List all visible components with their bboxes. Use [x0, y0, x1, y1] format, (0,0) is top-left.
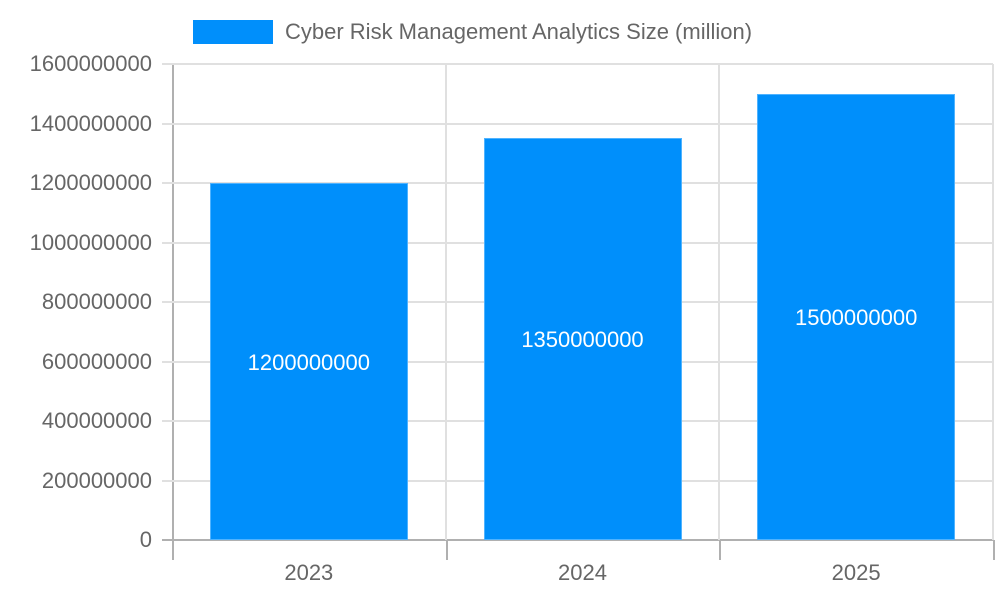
bar-2024[interactable]: 1350000000 — [483, 138, 682, 540]
y-tick-label: 400000000 — [41, 408, 152, 433]
bar-value-label: 1200000000 — [247, 349, 370, 375]
h-gridline — [162, 63, 993, 65]
y-tick-label: 800000000 — [41, 289, 152, 314]
x-tick-mark — [445, 540, 448, 560]
x-tick-label: 2025 — [831, 560, 881, 585]
v-gridline — [718, 64, 721, 540]
h-gridline — [162, 122, 993, 125]
y-tick-label: 200000000 — [41, 467, 152, 493]
y-tick-label: 1400000000 — [29, 110, 152, 136]
y-tick-label: 600000000 — [41, 348, 152, 374]
legend-label: Cyber Risk Management Analytics Size (mi… — [285, 19, 753, 44]
y-axis-line — [172, 64, 174, 560]
y-tick-label: 1000000000 — [29, 229, 152, 255]
y-tick-label: 1600000000 — [29, 51, 152, 76]
legend-swatch — [193, 20, 273, 44]
v-gridline — [444, 64, 447, 540]
plot-area: 1200000000 1350000000 1500000000 — [162, 63, 994, 560]
y-tick-label: 1200000000 — [29, 170, 152, 195]
x-tick-mark — [172, 540, 174, 560]
y-tick-label: 0 — [139, 527, 152, 552]
x-tick-mark — [993, 540, 995, 560]
bar-2023[interactable]: 1200000000 — [209, 183, 408, 540]
bar-value-label: 1500000000 — [794, 304, 918, 330]
bar-value-label: 1350000000 — [521, 327, 644, 353]
v-gridline — [992, 64, 994, 540]
bar-2025[interactable]: 1500000000 — [757, 93, 956, 540]
x-tick-mark — [719, 540, 722, 560]
x-tick-label: 2023 — [284, 560, 334, 585]
x-tick-label: 2024 — [558, 560, 607, 585]
chart-legend[interactable]: Cyber Risk Management Analytics Size (mi… — [193, 19, 752, 45]
h-gridline — [162, 539, 993, 541]
